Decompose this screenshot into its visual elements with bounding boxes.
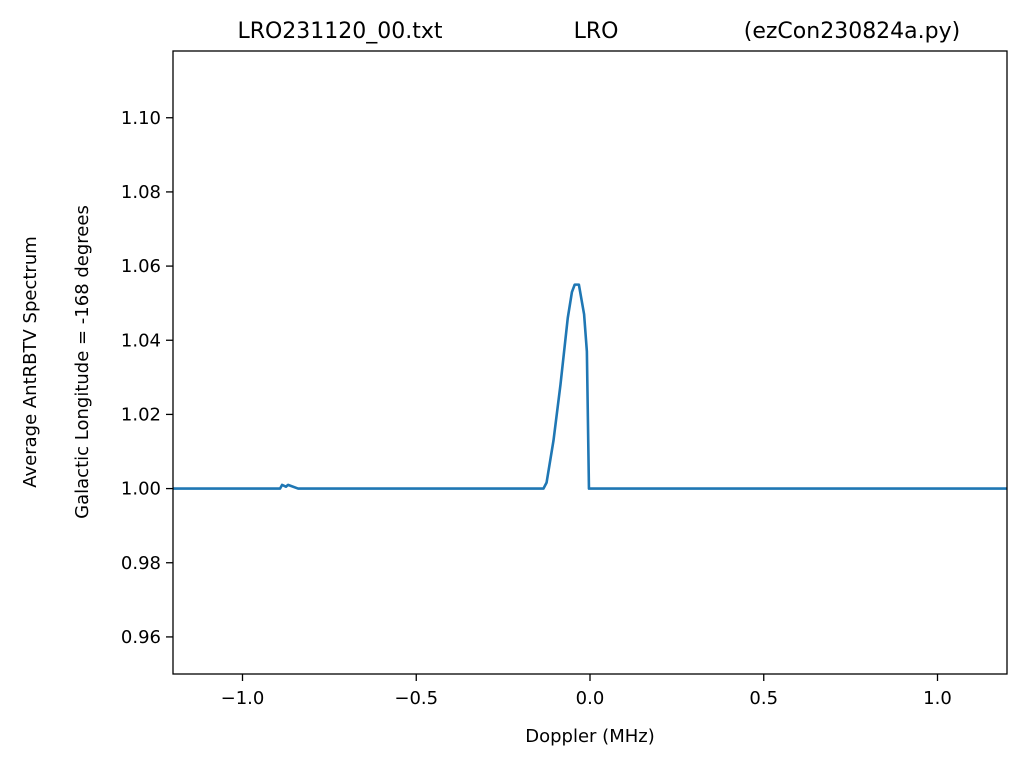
chart-title: LRO (574, 19, 619, 44)
y-tick-label: 1.10 (121, 108, 161, 129)
y-tick-label: 0.98 (121, 553, 161, 574)
x-axis-label: Doppler (MHz) (525, 726, 654, 747)
y-tick-label: 1.06 (121, 256, 161, 277)
chart-title: LRO231120_00.txt (237, 19, 442, 44)
y-tick-label: 1.04 (121, 330, 161, 351)
x-tick-label: 1.0 (923, 688, 952, 709)
y-tick-label: 1.00 (121, 479, 161, 500)
chart-title: (ezCon230824a.py) (744, 19, 960, 44)
y-axis-label: Galactic Longitude = -168 degrees (72, 205, 93, 519)
y-tick-label: 1.02 (121, 404, 161, 425)
y-tick-label: 0.96 (121, 627, 161, 648)
x-tick-label: −0.5 (394, 688, 438, 709)
x-tick-label: 0.5 (749, 688, 778, 709)
x-tick-label: −1.0 (221, 688, 265, 709)
line (173, 283, 1007, 490)
x-tick-label: 0.0 (576, 688, 605, 709)
y-axis-label: Average AntRBTV Spectrum (20, 236, 41, 488)
y-tick-label: 1.08 (121, 182, 161, 203)
plot-frame (172, 50, 1008, 675)
